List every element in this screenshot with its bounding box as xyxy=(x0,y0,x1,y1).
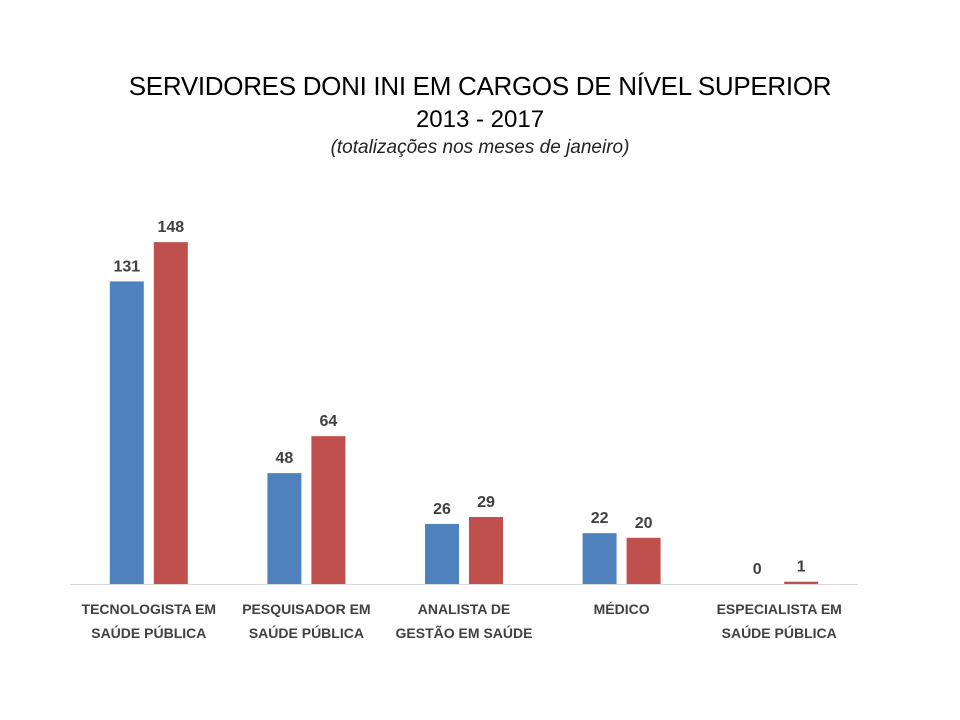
bar-s2-3 xyxy=(469,517,503,584)
data-label-s2-4: 20 xyxy=(635,515,653,532)
bar-s2-5 xyxy=(784,581,819,584)
category-label-5-line-2: SAÚDE PÚBLICA xyxy=(722,624,837,641)
category-label-1-line-2: SAÚDE PÚBLICA xyxy=(91,624,206,641)
category-label-4-line-1: MÉDICO xyxy=(594,601,650,617)
bar-s1-2 xyxy=(267,473,302,584)
bar-s1-3 xyxy=(425,523,459,584)
category-label-2-line-1: PESQUISADOR EM xyxy=(242,601,370,617)
data-label-s1-5: 0 xyxy=(753,561,762,578)
bar-s2-1 xyxy=(153,242,188,584)
bar-s1-1 xyxy=(109,281,144,584)
data-label-s2-2: 64 xyxy=(320,413,338,430)
category-label-3-line-1: ANALISTA DE xyxy=(418,601,511,617)
bar-s2-2 xyxy=(311,436,346,584)
chart-titles: SERVIDORES DONI INI EM CARGOS DE NÍVEL S… xyxy=(0,66,960,162)
chart-note: (totalizações nos meses de janeiro) xyxy=(330,137,630,158)
category-label-3-line-2: GESTÃO EM SAÚDE xyxy=(396,624,533,641)
bar-s1-4 xyxy=(582,533,617,584)
data-label-s2-1: 148 xyxy=(157,219,184,236)
chart-title: SERVIDORES DONI INI EM CARGOS DE NÍVEL S… xyxy=(128,71,832,101)
data-label-s2-5: 1 xyxy=(797,559,806,576)
category-label-5-line-1: ESPECIALISTA EM xyxy=(717,601,842,617)
data-label-s1-1: 131 xyxy=(113,258,140,275)
category-label-1-line-1: TECNOLOGISTA EM xyxy=(82,601,217,617)
chart-subtitle: 2013 - 2017 xyxy=(415,106,545,133)
bar-s2-4 xyxy=(626,537,661,584)
category-label-2-line-2: SAÚDE PÚBLICA xyxy=(249,624,364,641)
data-label-s1-3: 26 xyxy=(433,501,451,518)
data-label-s1-4: 22 xyxy=(591,510,609,527)
data-label-s1-2: 48 xyxy=(276,450,294,467)
data-label-s2-3: 29 xyxy=(477,494,495,511)
